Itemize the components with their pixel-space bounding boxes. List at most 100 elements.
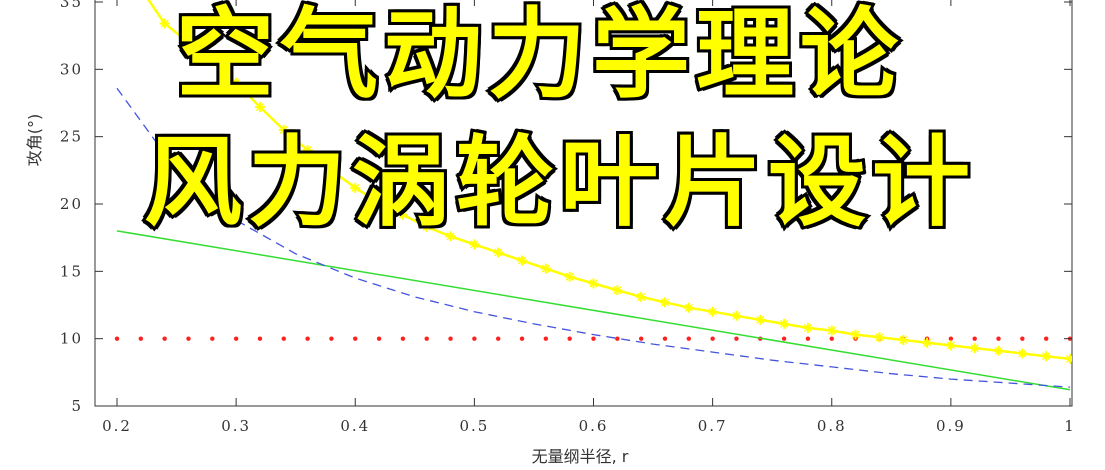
series-0-point	[734, 336, 739, 341]
series-0-point	[305, 336, 310, 341]
series-3-marker	[397, 209, 408, 220]
series-3-marker	[802, 322, 813, 333]
series-3-marker	[945, 340, 956, 351]
series-3-marker	[826, 325, 837, 336]
y-tick-label: 20	[60, 195, 83, 213]
series-0-point	[615, 336, 620, 341]
series-3-marker	[183, 37, 194, 48]
series-0-point	[829, 336, 834, 341]
series-3-marker	[564, 271, 575, 282]
series-3-marker	[874, 332, 885, 343]
y-tick-label: 15	[60, 262, 83, 280]
y-tick-label: 35	[60, 0, 83, 11]
series-0-point	[686, 336, 691, 341]
y-axis-label: 攻角(°)	[25, 114, 44, 167]
series-3-marker	[612, 285, 623, 296]
series-0-point	[281, 336, 286, 341]
series-3-marker	[850, 329, 861, 340]
series-0-point	[472, 336, 477, 341]
series-0-point	[543, 336, 549, 341]
series-3-marker	[469, 239, 480, 250]
x-tick-label: 0.3	[221, 417, 251, 435]
series-0-point	[376, 336, 382, 341]
series-0-point	[1020, 336, 1025, 341]
series-3-marker	[1017, 348, 1028, 359]
series-0-point	[781, 336, 787, 341]
series-1-line	[116, 230, 1071, 391]
series-0-point	[591, 336, 596, 341]
overlay-title-line-2: 风力涡轮叶片设计	[141, 125, 976, 241]
series-0-point	[210, 336, 215, 341]
overlay-title-line-1: 空气动力学理论	[173, 0, 904, 113]
series-3-marker	[707, 306, 718, 317]
x-tick-label: 0.8	[817, 417, 847, 435]
series-0-point	[448, 336, 453, 341]
series-3-marker	[421, 221, 432, 232]
series-3-marker	[493, 247, 504, 258]
series-3-marker	[374, 197, 385, 208]
series-0-point	[257, 336, 263, 341]
series-0-point	[972, 336, 977, 341]
series-3-marker	[445, 231, 456, 242]
series-3-marker	[1065, 353, 1072, 364]
series-3-marker	[302, 145, 313, 156]
series-3-marker	[636, 291, 647, 302]
series-3-marker	[683, 302, 694, 313]
x-tick-label: 0.6	[579, 417, 609, 435]
series-3-marker	[278, 124, 289, 135]
series-3-marker	[254, 102, 265, 113]
series-3-marker	[350, 182, 361, 193]
y-tick-label: 10	[60, 330, 83, 348]
x-tick-label: 0.7	[698, 417, 728, 435]
x-tick-label: 0.5	[459, 417, 489, 435]
series-0-point	[1043, 336, 1049, 341]
series-0-point	[329, 336, 334, 341]
series-layer	[114, 0, 1072, 391]
series-3-marker	[517, 255, 528, 266]
x-tick-label: 1	[1064, 417, 1076, 435]
x-tick-label: 0.4	[340, 417, 370, 435]
series-0-point	[638, 336, 644, 341]
y-tick-label: 25	[60, 128, 83, 146]
series-3-marker	[231, 77, 242, 88]
series-3-marker	[659, 297, 670, 308]
series-0-point	[996, 336, 1001, 341]
series-3-marker	[898, 335, 909, 346]
series-3-marker	[540, 263, 551, 274]
series-3-marker	[159, 18, 170, 29]
x-tick-label: 0.2	[102, 417, 132, 435]
series-3-marker	[326, 165, 337, 176]
series-3-marker	[1041, 351, 1052, 362]
series-0-point	[567, 336, 572, 341]
series-0-point	[233, 336, 239, 341]
series-3-marker	[779, 318, 790, 329]
series-0-point	[138, 336, 144, 341]
series-3-marker	[993, 345, 1004, 356]
series-2-line	[116, 87, 1071, 388]
series-3-marker	[969, 343, 980, 354]
x-axis-label: 无量纲半径, r	[532, 447, 629, 466]
series-0-point	[400, 336, 406, 341]
series-3-marker	[922, 337, 933, 348]
series-0-point	[496, 336, 501, 341]
series-3-marker	[588, 278, 599, 289]
series-3-marker	[207, 56, 218, 67]
series-0-point	[519, 336, 525, 341]
y-axis: 5 10 15 20 25 30 35	[60, 0, 1072, 415]
series-0-point	[353, 336, 358, 341]
series-0-point	[948, 336, 954, 341]
series-3-marker	[755, 314, 766, 325]
y-tick-label: 30	[60, 60, 83, 78]
x-tick-label: 0.9	[936, 417, 966, 435]
series-0-point	[424, 336, 429, 341]
x-axis: 0.2 0.3 0.4 0.5 0.6 0.7 0.8 0.9 1	[102, 0, 1076, 435]
series-0-point	[162, 336, 167, 341]
series-0-point	[114, 336, 120, 341]
y-tick-label: 5	[71, 397, 83, 415]
series-0-point	[710, 336, 715, 341]
series-3-marker	[731, 310, 742, 321]
series-0-point	[662, 336, 668, 341]
series-0-point	[805, 336, 811, 341]
